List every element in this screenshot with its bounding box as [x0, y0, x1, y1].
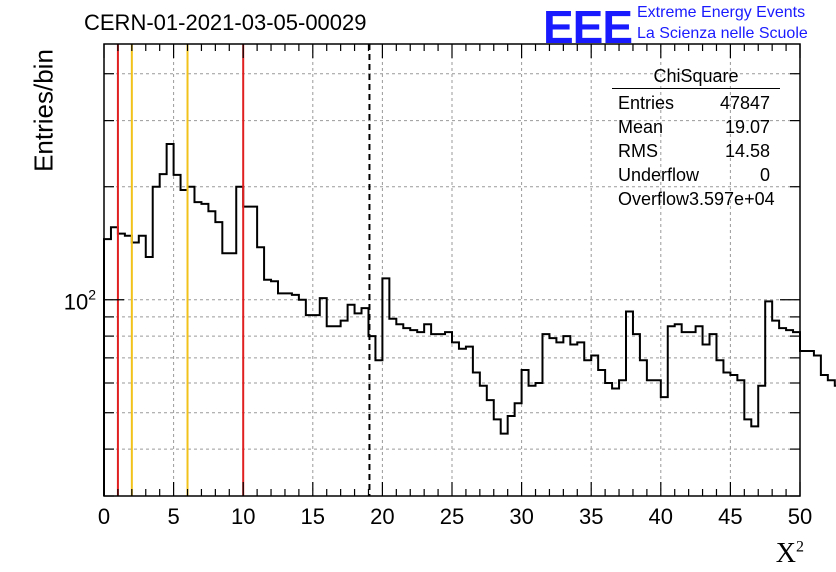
x-tick-label: 5	[167, 504, 179, 529]
eee-logo: EEE	[543, 1, 633, 53]
x-tick-label: 35	[579, 504, 603, 529]
x-tick-label: 30	[509, 504, 533, 529]
axes	[103, 43, 801, 497]
stats-row-entries: Entries 47847	[618, 93, 770, 113]
logo-line-1: Extreme Energy Events	[637, 4, 806, 21]
marker-lines	[116, 44, 371, 496]
x-tick-label: 20	[370, 504, 394, 529]
stats-box: ChiSquare Entries 47847 Mean 19.07 RMS 14.5…	[612, 66, 780, 211]
histogram-series	[103, 142, 836, 496]
x-tick-label: 50	[788, 504, 812, 529]
histogram-outline	[103, 142, 836, 496]
logo-line-2: La Scienza nelle Scuole	[637, 25, 808, 42]
stats-row-rms: RMS 14.58	[618, 141, 770, 161]
y-tick-label: 102	[64, 287, 96, 315]
y-axis-label: Entries/bin	[28, 49, 59, 172]
x-tick-label: 45	[718, 504, 742, 529]
x-tick-label: 15	[301, 504, 325, 529]
x-tick-label: 0	[98, 504, 110, 529]
stats-title: ChiSquare	[612, 66, 780, 89]
run-title: CERN-01-2021-03-05-00029	[84, 10, 367, 35]
x-tick-label: 40	[649, 504, 673, 529]
x-axis-label: X2	[775, 538, 804, 569]
x-tick-label: 10	[231, 504, 255, 529]
stats-row-underflow: Underflow 0	[618, 165, 770, 185]
stats-row-overflow: Overflow 3.597e+04	[618, 189, 775, 209]
x-tick-label: 25	[440, 504, 464, 529]
tick-labels: 0 5 10 15 20 25 30 35 40 45 50 102	[64, 287, 813, 529]
stats-row-mean: Mean 19.07	[618, 117, 770, 137]
